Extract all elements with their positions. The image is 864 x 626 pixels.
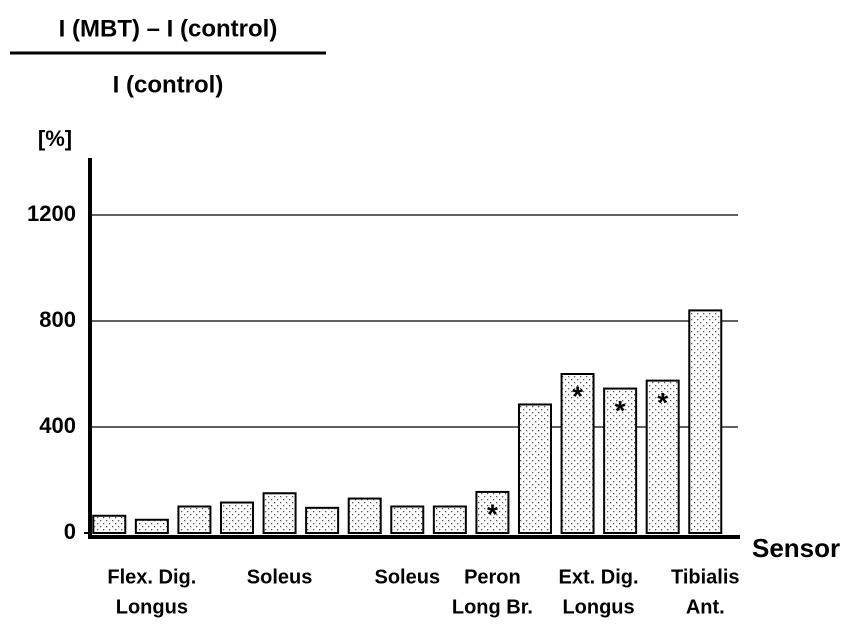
y-axis-label: [%] <box>38 126 72 151</box>
title-denominator: I (control) <box>113 71 224 98</box>
significance-marker: * <box>487 498 498 529</box>
x-tick-label: Longus <box>116 596 188 618</box>
bar <box>603 387 638 535</box>
x-axis-label: Sensor <box>752 533 840 563</box>
y-tick-label: 800 <box>39 307 76 332</box>
bar <box>517 403 552 534</box>
title-numerator: I (MBT) – I (control) <box>59 15 278 42</box>
bar <box>262 492 297 534</box>
x-tick-label: Ext. Dig. <box>559 566 639 588</box>
y-tick-label: 0 <box>64 519 76 544</box>
bar <box>390 505 425 534</box>
bar <box>92 514 127 535</box>
bar <box>177 505 212 534</box>
x-tick-label: Longus <box>562 596 634 618</box>
y-tick-label: 400 <box>39 413 76 438</box>
y-tick-label: 1200 <box>27 201 76 226</box>
bar <box>688 309 723 534</box>
x-tick-label: Peron <box>464 566 521 588</box>
significance-marker: * <box>572 380 583 411</box>
bar <box>645 379 680 534</box>
bar <box>475 490 510 534</box>
x-tick-label: Ant. <box>686 596 725 618</box>
bar <box>134 518 169 534</box>
bar <box>560 373 595 534</box>
x-tick-label: Tibialis <box>671 566 740 588</box>
significance-marker: * <box>615 395 626 426</box>
bar <box>432 505 467 534</box>
bar <box>347 497 382 534</box>
x-tick-label: Soleus <box>374 566 440 588</box>
significance-marker: * <box>657 387 668 418</box>
x-tick-label: Long Br. <box>452 596 533 618</box>
bar <box>305 506 340 535</box>
bar <box>219 501 254 534</box>
x-tick-label: Soleus <box>247 566 313 588</box>
x-tick-label: Flex. Dig. <box>107 566 196 588</box>
